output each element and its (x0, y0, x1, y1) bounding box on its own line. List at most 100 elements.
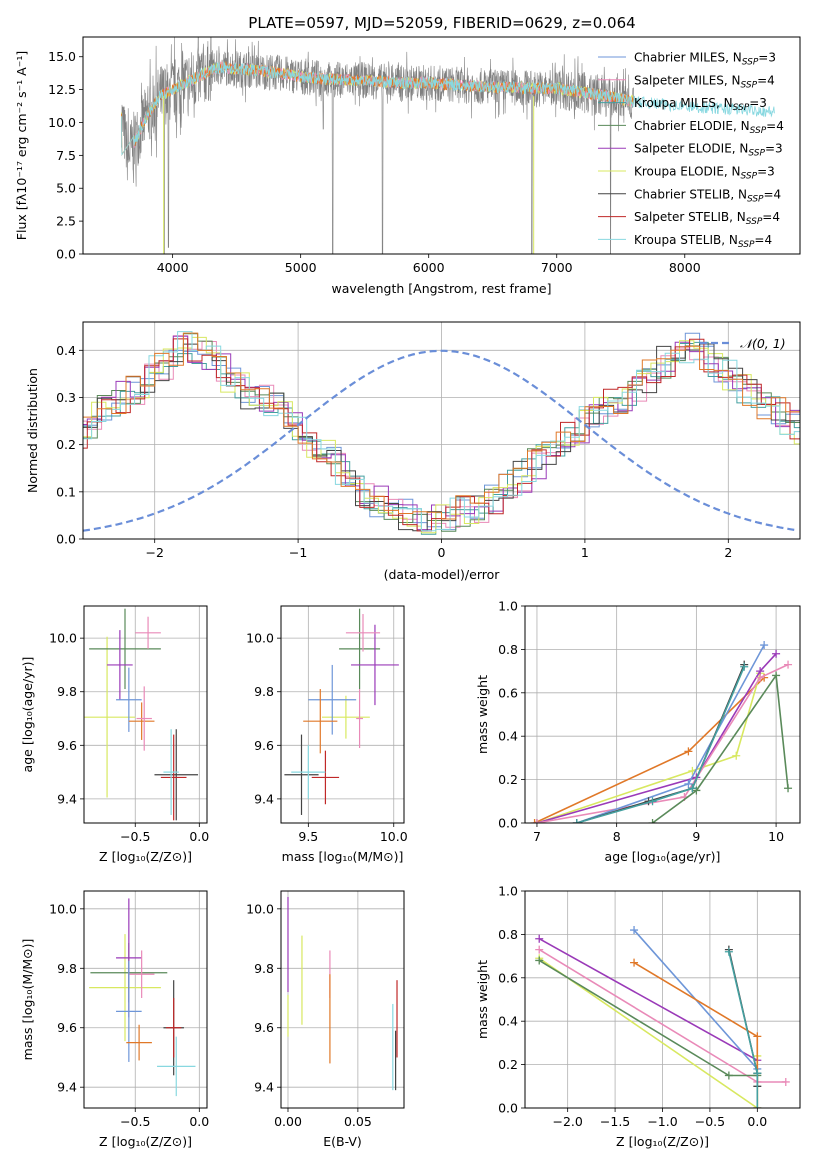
x-tick-label: 0.0 (189, 829, 209, 844)
x-tick-label: 9.5 (298, 829, 318, 844)
legend-entry: Salpeter MILES, NSSP=4 (634, 73, 775, 90)
x-tick-label: −1.0 (647, 1114, 677, 1129)
y-axis-label: mass weight (475, 960, 490, 1039)
y-axis-label: Normed distribution (25, 368, 40, 493)
mass-weight-marker (760, 641, 769, 650)
y-tick-label: 0.4 (498, 729, 518, 744)
y-tick-label: 12.5 (48, 82, 76, 97)
plot-area (287, 896, 398, 1091)
y-tick-label: 0.2 (498, 772, 518, 787)
mass-weight-marker (753, 1069, 762, 1078)
mass-vs-metallicity-panel: −0.5 0.0 9.4 9.6 9.8 10.0 Z [log₁₀(Z/Z⊙)] mass … (20, 890, 209, 1149)
x-tick-label: −2.0 (552, 1114, 582, 1129)
mass-weight-line (536, 663, 789, 823)
y-tick-label: 0.4 (498, 1014, 518, 1029)
x-axis-label: Z [log₁₀(Z/Z⊙)] (99, 1134, 192, 1149)
y-tick-label: 9.6 (254, 1020, 274, 1035)
x-axis-label: mass [log₁₀(M/M⊙)] (282, 849, 404, 864)
y-tick-label: 0.8 (498, 927, 518, 942)
x-tick-label: −2 (145, 545, 163, 560)
x-axis-label: age [log₁₀(age/yr)] (605, 849, 721, 864)
figure-title: PLATE=0597, MJD=52059, FIBERID=0629, z=0… (248, 14, 635, 32)
y-tick-label: 0.0 (498, 1101, 518, 1116)
y-tick-label: 9.4 (254, 791, 274, 806)
mass-weight-marker (781, 1077, 790, 1086)
y-tick-label: 0.0 (498, 816, 518, 831)
x-tick-label: 10 (768, 829, 784, 844)
plot-area (121, 37, 775, 254)
axes-frame (280, 890, 405, 1109)
mass-weight-line (536, 653, 777, 823)
x-tick-label: −1 (289, 545, 307, 560)
mass-weight-marker (753, 1104, 762, 1108)
mass-weight-marker (724, 1071, 733, 1080)
x-tick-label: 6000 (413, 260, 445, 275)
model-spectrum-line (121, 61, 775, 156)
mass-weight-marker (648, 819, 657, 823)
plot-area (89, 898, 196, 1097)
legend-entry: 𝒩(0, 1) (740, 336, 786, 351)
y-tick-label: 0.2 (56, 437, 76, 452)
x-tick-label: 8000 (669, 260, 701, 275)
legend-entry: Salpeter ELODIE, NSSP=3 (634, 142, 783, 159)
y-tick-label: 9.4 (254, 1080, 274, 1095)
y-tick-label: 9.6 (57, 738, 77, 753)
axes-frame (524, 890, 801, 1109)
x-tick-label: 1 (581, 545, 589, 560)
legend-entry: Kroupa MILES, NSSP=3 (634, 96, 767, 113)
mass-weight-marker (572, 819, 581, 823)
y-tick-label: 1.0 (498, 884, 518, 899)
y-tick-label: 9.8 (254, 684, 274, 699)
x-tick-label: −0.5 (695, 1114, 725, 1129)
weight-vs-age-panel: 7 8 9 10 0.0 0.2 0.4 0.6 0.8 1.0 age [log₁₀(age/yr… (475, 599, 801, 864)
legend-entry: Kroupa STELIB, NSSP=4 (634, 233, 772, 250)
x-tick-label: 4000 (157, 260, 189, 275)
mass-weight-marker (688, 784, 697, 793)
plot-area (530, 641, 793, 823)
y-tick-label: 10.0 (48, 115, 76, 130)
x-tick-label: 0.05 (344, 1114, 372, 1129)
y-tick-label: 10.0 (246, 901, 274, 916)
weight-vs-metallicity-panel: −2.0 −1.5 −1.0 −0.5 0.0 0.0 0.2 0.4 0.6 0.8 1.0 Z [… (475, 884, 801, 1149)
x-tick-label: −0.5 (120, 1114, 150, 1129)
y-tick-label: 15.0 (48, 49, 76, 64)
y-tick-label: 10.0 (49, 901, 77, 916)
plot-area (284, 608, 399, 815)
y-axis-label: Flux [fλ10⁻¹⁷ erg cm⁻² s⁻¹ A⁻¹] (14, 51, 29, 240)
y-tick-label: 0.8 (498, 642, 518, 657)
plot-area (84, 608, 199, 821)
x-tick-label: 7 (533, 829, 541, 844)
mass-weight-marker (630, 958, 639, 967)
mass-weight-marker (535, 934, 544, 943)
mass-weight-marker (784, 784, 793, 793)
plot-area (83, 331, 800, 535)
y-tick-label: 0.6 (498, 970, 518, 985)
mass-weight-marker (648, 797, 657, 806)
legend-entry: Kroupa ELODIE, NSSP=3 (634, 165, 775, 182)
mass-weight-marker (684, 747, 693, 756)
axes-frame (524, 605, 801, 824)
y-tick-label: 0.4 (56, 343, 76, 358)
x-tick-label: 0 (438, 545, 446, 560)
x-tick-label: 0.0 (747, 1114, 767, 1129)
y-tick-label: 0.2 (498, 1057, 518, 1072)
mass-weight-marker (772, 671, 781, 680)
y-axis-label: mass weight (475, 675, 490, 754)
y-tick-label: 9.4 (57, 1080, 77, 1095)
mass-weight-marker (535, 956, 544, 965)
y-axis-label: mass [log₁₀(M/M⊙)] (20, 939, 35, 1061)
legend-entry: Chabrier MILES, NSSP=3 (634, 51, 776, 68)
x-axis-label: Z [log₁₀(Z/Z⊙)] (99, 849, 192, 864)
axes-frame (82, 36, 801, 255)
residual-histogram-step (83, 335, 800, 528)
plot-area (535, 926, 790, 1108)
axes-frame (280, 605, 405, 824)
x-axis-label: wavelength [Angstrom, rest frame] (331, 281, 551, 296)
mass-weight-marker (732, 751, 741, 760)
mass-weight-marker (784, 660, 793, 669)
residual-histogram-panel: −2 −1 0 1 2 0.0 0.1 0.2 0.3 0.4 (data-model)/error… (25, 321, 801, 582)
mass-weight-marker (630, 926, 639, 935)
x-tick-label: −1.5 (600, 1114, 630, 1129)
mass-weight-line (728, 951, 759, 1108)
